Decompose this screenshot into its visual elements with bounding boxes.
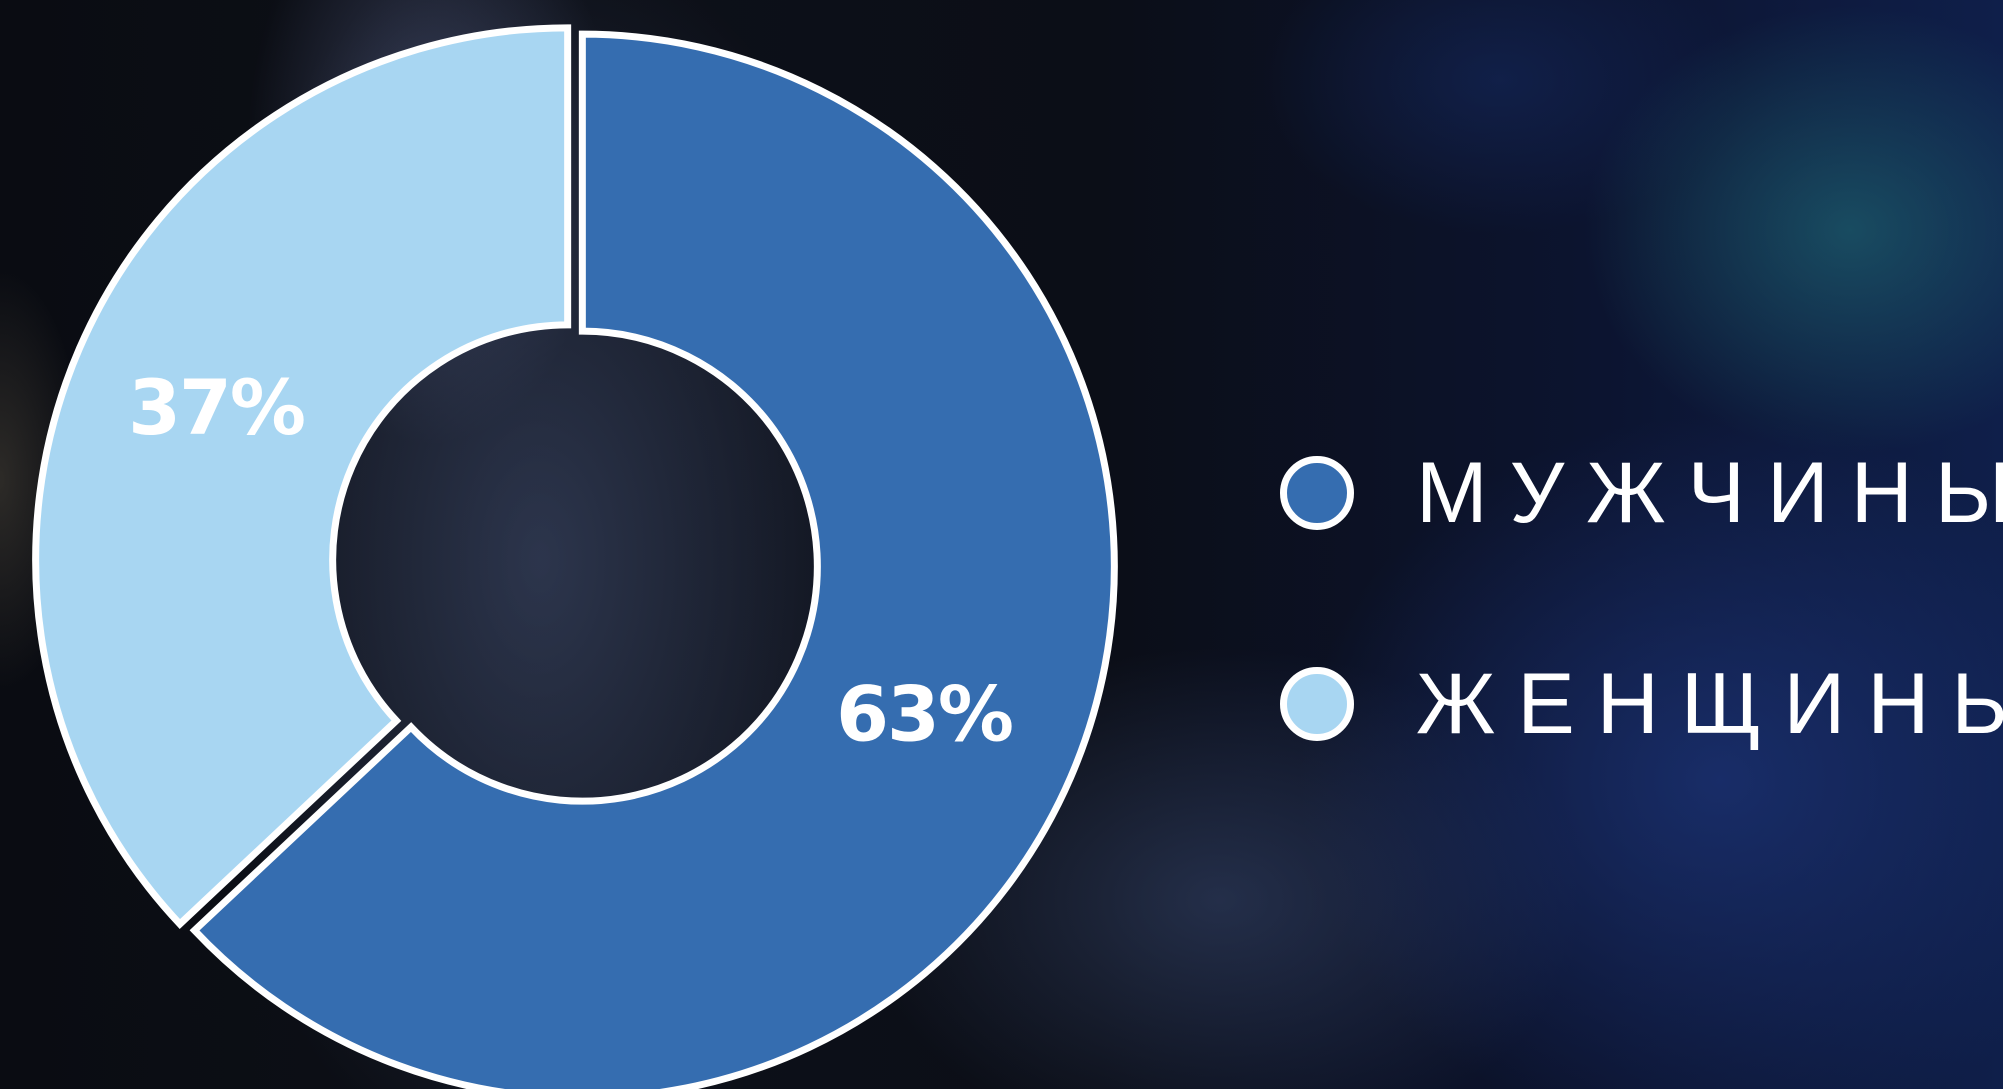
data-label-women: 37% — [128, 363, 304, 452]
legend-label-women: ЖЕНЩИНЫ — [1416, 656, 2003, 752]
data-label-men: 63% — [836, 670, 1012, 759]
slice-men — [189, 30, 1118, 1089]
legend: МУЖЧИНЫ ЖЕНЩИНЫ — [1280, 445, 2003, 867]
donut-data-labels: 63% 37% — [128, 363, 1014, 759]
legend-item-women: ЖЕНЩИНЫ — [1280, 656, 2003, 752]
legend-item-men: МУЖЧИНЫ — [1280, 445, 2003, 541]
legend-swatch-men — [1280, 456, 1354, 530]
legend-swatch-women — [1280, 667, 1354, 741]
donut-slices — [32, 24, 1118, 1089]
slice-women — [32, 24, 572, 929]
legend-label-men: МУЖЧИНЫ — [1416, 445, 2003, 541]
